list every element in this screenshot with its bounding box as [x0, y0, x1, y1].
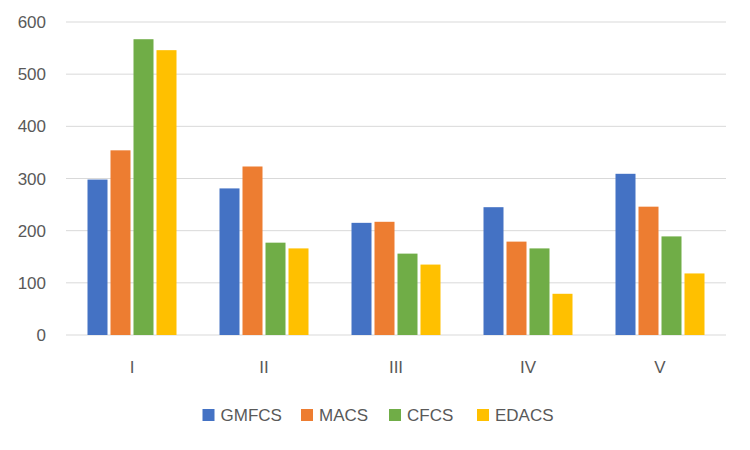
bar — [421, 265, 441, 335]
y-tick-label: 300 — [18, 170, 46, 189]
chart-container: 0100200300400500600IIIIIIIVVGMFCSMACSCFC… — [0, 0, 750, 450]
legend-label: GMFCS — [221, 406, 282, 425]
x-tick-label: III — [389, 358, 403, 377]
y-tick-label: 500 — [18, 65, 46, 84]
bar — [88, 180, 108, 335]
y-tick-label: 400 — [18, 117, 46, 136]
y-tick-label: 100 — [18, 274, 46, 293]
y-tick-label: 0 — [37, 326, 46, 345]
bar — [266, 243, 286, 335]
legend-swatch — [389, 409, 401, 421]
bar — [352, 223, 372, 335]
bar — [375, 222, 395, 335]
bar — [507, 242, 527, 335]
x-tick-label: I — [130, 358, 135, 377]
grid-line — [66, 22, 726, 23]
bar — [662, 236, 682, 335]
bar — [530, 248, 550, 335]
bars — [88, 39, 705, 335]
x-tick-label: IV — [520, 358, 537, 377]
x-tick-label: V — [654, 358, 666, 377]
y-tick-label: 200 — [18, 222, 46, 241]
legend-swatch — [477, 409, 489, 421]
bar — [685, 273, 705, 335]
legend-swatch — [203, 409, 215, 421]
bar — [157, 50, 177, 335]
bar — [134, 39, 154, 335]
legend: GMFCS MACS CFCS EDACS — [203, 406, 554, 425]
legend-label: CFCS — [407, 406, 453, 425]
bar — [639, 207, 659, 335]
bar — [484, 207, 504, 335]
chart-svg: 0100200300400500600IIIIIIIVVGMFCSMACSCFC… — [0, 0, 750, 450]
bar — [220, 188, 240, 335]
x-tick-label: II — [259, 358, 268, 377]
bar — [243, 167, 263, 335]
legend-label: MACS — [319, 406, 368, 425]
legend-label: EDACS — [495, 406, 554, 425]
bar — [616, 174, 636, 335]
bar — [553, 294, 573, 335]
bar — [398, 254, 418, 335]
legend-swatch — [301, 409, 313, 421]
bar — [111, 150, 131, 335]
bar — [289, 248, 309, 335]
y-tick-label: 600 — [18, 13, 46, 32]
